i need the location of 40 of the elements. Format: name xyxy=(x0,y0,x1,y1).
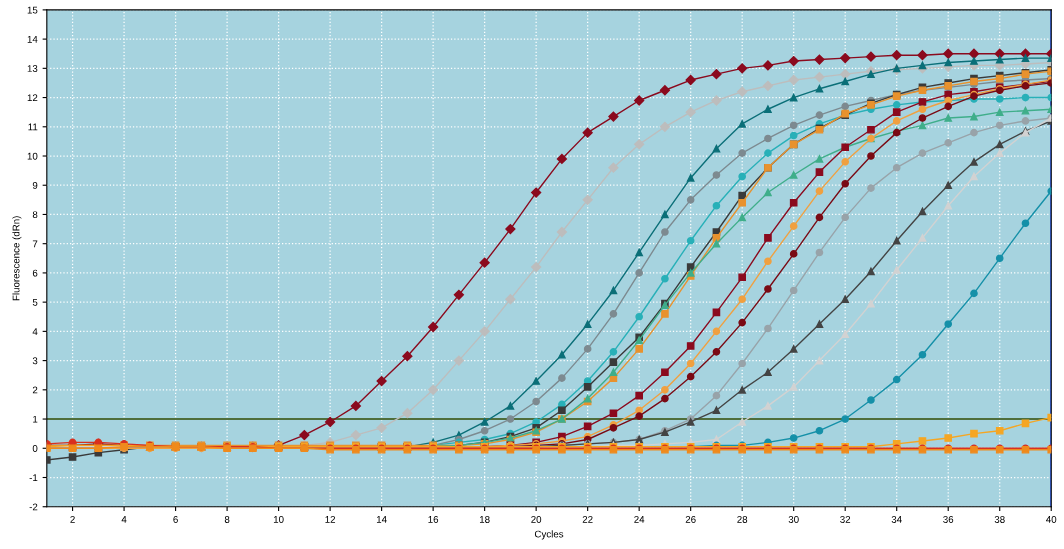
x-tick-label: 4 xyxy=(121,516,127,523)
y-tick-label: 5 xyxy=(32,298,38,306)
y-tick-label: 11 xyxy=(28,123,38,131)
y-tick-label: 15 xyxy=(27,6,38,14)
x-tick-label: 24 xyxy=(634,516,645,523)
y-tick-label: 1 xyxy=(33,415,38,423)
y-tick-label: 3 xyxy=(32,357,38,365)
x-tick-label: 30 xyxy=(788,516,799,523)
x-tick-label: 26 xyxy=(685,516,696,523)
y-axis-title: Fluorescence (dRn) xyxy=(12,216,22,301)
y-tick-label: 0 xyxy=(32,445,38,452)
y-tick-label: 13 xyxy=(27,65,38,72)
x-tick-label: 10 xyxy=(273,516,284,523)
x-tick-label: 34 xyxy=(891,516,902,523)
x-tick-label: 28 xyxy=(737,516,748,523)
y-tick-label: 2 xyxy=(32,386,38,394)
y-tick-label: 9 xyxy=(32,181,38,189)
y-tick-label: -1 xyxy=(29,474,38,482)
x-tick-label: 40 xyxy=(1046,516,1057,523)
x-tick-label: 32 xyxy=(840,516,851,523)
y-tick-label: 14 xyxy=(27,35,38,43)
x-tick-label: 18 xyxy=(479,516,490,523)
y-tick-label: 4 xyxy=(32,328,38,335)
y-tick-label: -2 xyxy=(29,503,38,511)
x-tick-label: 36 xyxy=(943,516,954,523)
y-tick-label: 8 xyxy=(32,211,38,219)
y-tick-label: 12 xyxy=(27,94,38,102)
x-tick-label: 2 xyxy=(70,516,75,523)
x-tick-label: 14 xyxy=(376,516,387,523)
x-tick-label: 6 xyxy=(173,516,178,523)
x-tick-label: 22 xyxy=(582,516,593,523)
x-tick-label: 16 xyxy=(428,516,439,523)
x-tick-label: 12 xyxy=(325,516,336,523)
x-axis-title: Cycles xyxy=(534,530,564,540)
y-tick-label: 6 xyxy=(32,269,38,277)
y-tick-label: 10 xyxy=(27,152,38,160)
y-tick-label: 7 xyxy=(32,240,38,248)
x-tick-label: 38 xyxy=(994,516,1005,523)
x-tick-label: 8 xyxy=(224,516,230,523)
x-tick-label: 20 xyxy=(531,516,542,523)
